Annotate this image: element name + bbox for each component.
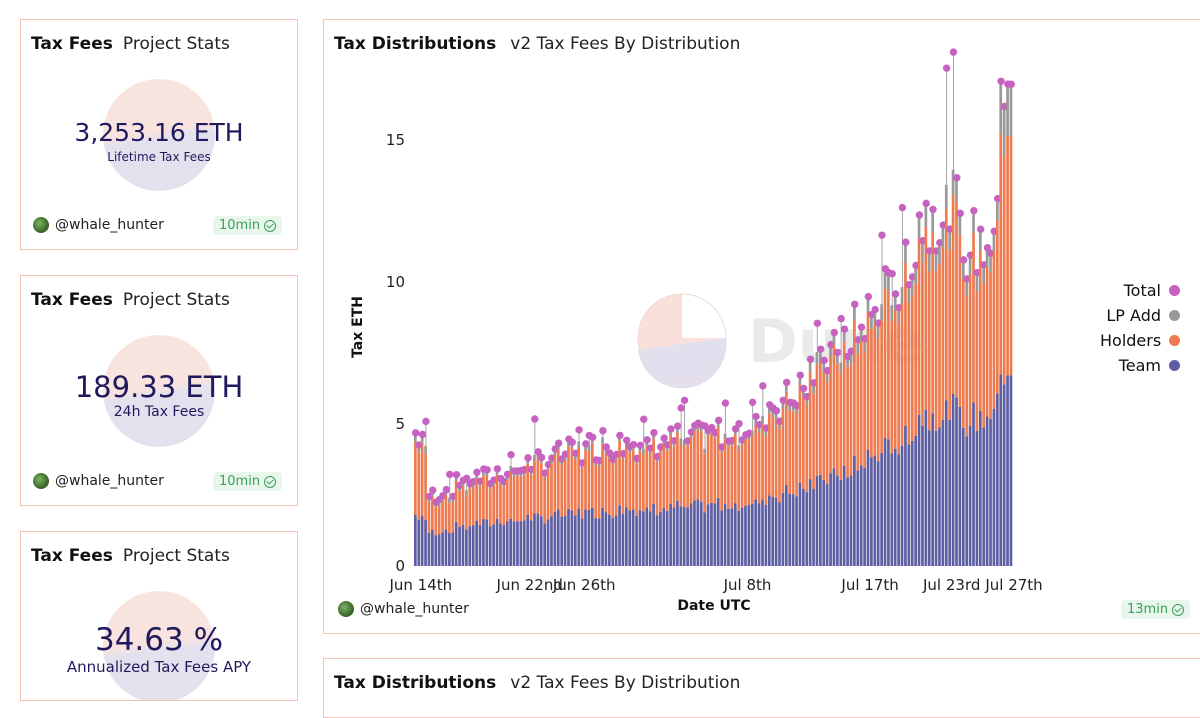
chart-header: Tax Distributions v2 Tax Fees By Distribu…: [334, 34, 740, 54]
chart-panel-2[interactable]: Tax Distributions v2 Tax Fees By Distribu…: [323, 658, 1200, 718]
refresh-age-badge[interactable]: 10min: [213, 472, 283, 491]
chart-legend: Total LP Add Holders Team: [1100, 278, 1180, 378]
card-title: Tax Fees: [31, 546, 113, 566]
legend-item-total[interactable]: Total: [1100, 278, 1180, 303]
age-text: 13min: [1127, 602, 1169, 617]
card-subtitle: Project Stats: [122, 546, 230, 566]
legend-item-lp-add[interactable]: LP Add: [1100, 303, 1180, 328]
chart-subtitle: v2 Tax Fees By Distribution: [510, 673, 741, 693]
legend-label: LP Add: [1106, 306, 1161, 325]
legend-label: Team: [1118, 356, 1161, 375]
counter-value: 3,253.16 ETH: [74, 118, 244, 147]
chart-subtitle: v2 Tax Fees By Distribution: [510, 34, 741, 54]
legend-dot: [1169, 310, 1180, 321]
chart-panel[interactable]: Tax Distributions v2 Tax Fees By Distribu…: [323, 19, 1200, 634]
check-icon: [264, 475, 277, 488]
card-title: Tax Fees: [31, 34, 113, 54]
avatar: [338, 601, 354, 617]
counter-label: Lifetime Tax Fees: [107, 150, 211, 164]
counter-value: 189.33 ETH: [74, 370, 244, 404]
counter-label: Annualized Tax Fees APY: [66, 658, 252, 676]
chart-title: Tax Distributions: [334, 673, 497, 693]
avatar: [33, 473, 49, 489]
author-link[interactable]: @whale_hunter: [33, 473, 164, 489]
counter-value: 34.63 %: [94, 622, 224, 658]
author-name: @whale_hunter: [55, 473, 164, 489]
counter-card-apy[interactable]: Tax Fees Project Stats 34.63 % Annualized…: [20, 531, 298, 701]
legend-dot: [1169, 285, 1180, 296]
author-link[interactable]: @whale_hunter: [338, 601, 469, 617]
legend-item-team[interactable]: Team: [1100, 353, 1180, 378]
age-text: 10min: [219, 474, 261, 489]
legend-dot: [1169, 360, 1180, 371]
chart-header: Tax Distributions v2 Tax Fees By Distribu…: [334, 673, 740, 693]
counter-backdrop: [103, 79, 215, 191]
author-name: @whale_hunter: [55, 217, 164, 233]
card-header: Tax Fees Project Stats: [31, 34, 230, 54]
counter-backdrop: [103, 591, 215, 700]
counter-card-24h[interactable]: Tax Fees Project Stats 189.33 ETH 24h Tax…: [20, 275, 298, 506]
avatar: [33, 217, 49, 233]
card-header: Tax Fees Project Stats: [31, 546, 230, 566]
author-name: @whale_hunter: [360, 601, 469, 617]
card-title: Tax Fees: [31, 290, 113, 310]
age-text: 10min: [219, 218, 261, 233]
card-header: Tax Fees Project Stats: [31, 290, 230, 310]
author-link[interactable]: @whale_hunter: [33, 217, 164, 233]
legend-label: Total: [1123, 281, 1161, 300]
legend-label: Holders: [1100, 331, 1162, 350]
counter-card-lifetime[interactable]: Tax Fees Project Stats 3,253.16 ETH Lifet…: [20, 19, 298, 250]
legend-item-holders[interactable]: Holders: [1100, 328, 1180, 353]
refresh-age-badge[interactable]: 13min: [1121, 600, 1191, 619]
check-icon: [1172, 603, 1185, 616]
counter-backdrop: [103, 335, 215, 447]
legend-dot: [1169, 335, 1180, 346]
counter-label: 24h Tax Fees: [113, 404, 205, 420]
refresh-age-badge[interactable]: 10min: [213, 216, 283, 235]
chart-title: Tax Distributions: [334, 34, 497, 54]
check-icon: [264, 219, 277, 232]
card-subtitle: Project Stats: [122, 34, 230, 54]
card-subtitle: Project Stats: [122, 290, 230, 310]
